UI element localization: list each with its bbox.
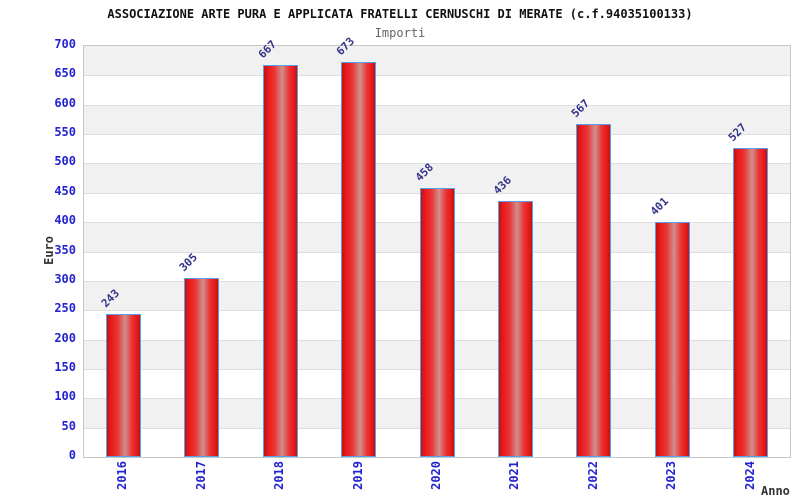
x-tick-label: 2020 [429,461,443,490]
x-tick-label: 2023 [664,461,679,490]
y-tick-label: 650 [54,66,76,81]
y-tick-label: 250 [54,301,76,316]
bar-2018 [262,65,298,457]
x-tick-label: 2022 [585,461,600,490]
y-tick-label: 200 [54,330,76,345]
bar-2022 [576,124,612,457]
plot-band [84,46,790,76]
plot-band [84,75,790,105]
gridline [84,104,790,106]
x-axis-title: Anno [761,484,790,498]
gridline [84,163,790,165]
y-tick-label: 100 [54,389,76,404]
y-tick-label: 450 [54,183,76,198]
x-tick-label: 2019 [350,461,365,490]
x-axis-tick-labels: 2016 2017 2018 2019 2020 2021 2022 2023 2024 [83,461,789,499]
y-tick-label: 300 [54,271,76,286]
x-tick-label: 2021 [507,461,522,490]
bar-2024 [733,147,769,457]
y-tick-label: 400 [54,213,76,228]
gridline [84,75,790,77]
bar-2023 [654,221,690,457]
x-tick-label: 2017 [193,461,208,490]
x-tick-label: 2024 [742,461,757,490]
bar-2016 [105,314,141,457]
y-tick-label: 150 [54,359,76,374]
y-axis-tick-labels: 0 50 100 150 200 250 300 350 400 450 500 550 600 650 7… [0,37,76,462]
bar-2019 [341,61,377,457]
plot-band [84,134,790,164]
bar-2021 [497,201,533,457]
y-tick-label: 350 [54,242,76,257]
y-tick-label: 700 [54,37,76,51]
y-tick-label: 500 [54,154,76,169]
bar-2020 [419,188,455,457]
y-tick-label: 50 [61,418,76,433]
y-tick-label: 0 [68,448,76,462]
chart-title: ASSOCIAZIONE ARTE PURA E APPLICATA FRATE… [107,7,693,21]
plot-band [84,163,790,193]
chart-subtitle: Importi [374,26,426,40]
gridline [84,134,790,136]
plot-band [84,104,790,135]
y-tick-label: 600 [54,95,76,110]
plot-area: 243 305 667 673 458 436 567 401 527 [83,35,791,458]
y-tick-label: 550 [54,125,76,140]
x-tick-label: 2018 [272,461,287,490]
bar-2017 [184,277,220,457]
x-tick-label: 2016 [115,461,130,490]
